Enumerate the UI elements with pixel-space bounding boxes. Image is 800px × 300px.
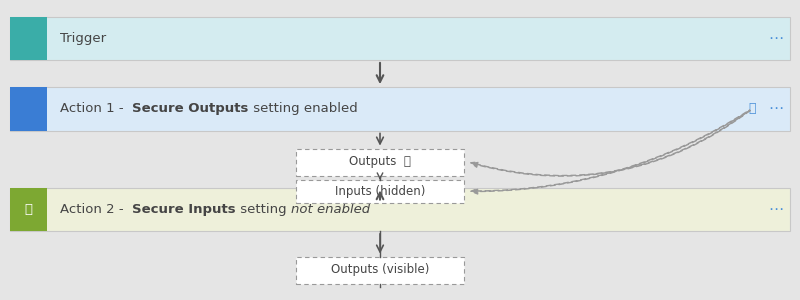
FancyBboxPatch shape (10, 188, 47, 231)
Text: Secure Outputs: Secure Outputs (133, 102, 249, 115)
FancyBboxPatch shape (10, 188, 790, 231)
FancyBboxPatch shape (10, 87, 790, 130)
FancyBboxPatch shape (296, 180, 464, 203)
FancyBboxPatch shape (10, 16, 47, 60)
FancyBboxPatch shape (296, 256, 464, 284)
Text: Trigger: Trigger (60, 32, 106, 45)
Text: Secure Inputs: Secure Inputs (133, 203, 236, 216)
Text: ⋯: ⋯ (768, 31, 784, 46)
Text: not enabled: not enabled (291, 203, 370, 216)
FancyArrowPatch shape (470, 110, 750, 194)
FancyBboxPatch shape (296, 148, 464, 176)
Text: 🌐: 🌐 (24, 203, 32, 216)
Text: Inputs (hidden): Inputs (hidden) (335, 185, 425, 198)
FancyArrowPatch shape (470, 110, 750, 176)
Text: Action 1 -: Action 1 - (60, 102, 133, 115)
Text: Outputs  🔒: Outputs 🔒 (349, 155, 411, 169)
Text: Action 2 -: Action 2 - (60, 203, 133, 216)
Text: setting: setting (236, 203, 291, 216)
Text: ⋯: ⋯ (768, 202, 784, 217)
Text: ⋯: ⋯ (768, 101, 784, 116)
FancyBboxPatch shape (10, 16, 790, 60)
FancyBboxPatch shape (10, 87, 47, 130)
Text: 🔓: 🔓 (748, 102, 756, 115)
Text: Outputs (visible): Outputs (visible) (331, 263, 429, 277)
Text: setting enabled: setting enabled (249, 102, 358, 115)
